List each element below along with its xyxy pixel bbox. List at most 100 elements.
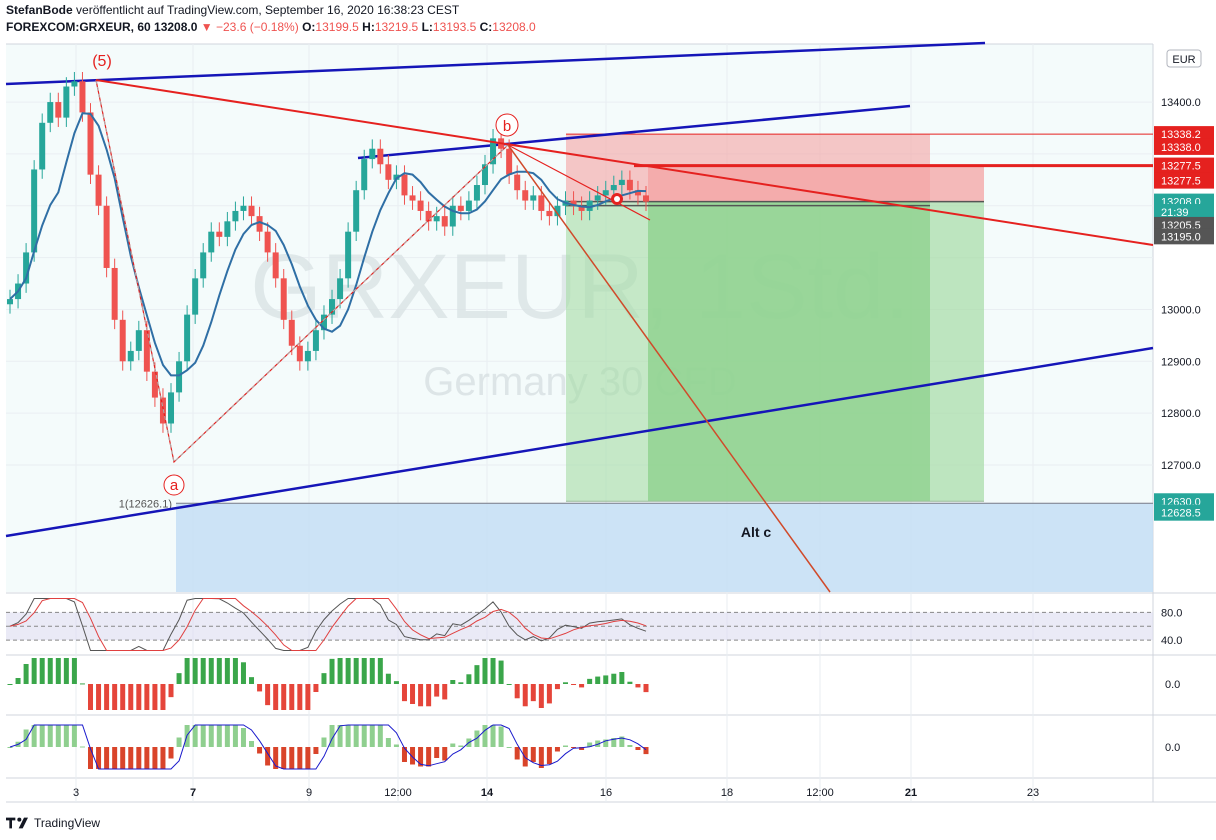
- candle-body: [634, 190, 641, 196]
- candle-body: [312, 330, 319, 351]
- histogram-bar: [208, 725, 214, 747]
- macd-bar: [232, 658, 238, 684]
- candle-body: [425, 210, 432, 222]
- candle-body: [47, 102, 54, 123]
- alarm-clock-face: [614, 196, 620, 202]
- histogram-bar: [530, 747, 536, 762]
- chart-canvas[interactable]: GRXEUR, 1Std.Germany 30 CFD1(12626.1)(5)…: [0, 0, 1216, 812]
- macd-bar: [176, 673, 182, 684]
- macd-bar: [603, 675, 609, 684]
- histogram-bar: [498, 726, 504, 747]
- candle-body: [216, 231, 223, 237]
- close-label: C:: [479, 20, 493, 34]
- macd-bar: [353, 658, 359, 684]
- candle-body: [473, 185, 480, 201]
- candle-body: [490, 138, 497, 165]
- macd-bar: [71, 658, 77, 684]
- candles-group: [7, 71, 649, 433]
- candle-body: [578, 205, 585, 211]
- ohlc-line: FOREXCOM:GRXEUR, 60 13208.0 ▼ −23.6 (−0.…: [6, 19, 1206, 36]
- last-price: 13208.0: [154, 20, 198, 34]
- macd-bar: [112, 684, 118, 710]
- histogram-bar: [603, 739, 609, 747]
- histogram-bar: [619, 736, 625, 747]
- macd-bar: [104, 684, 110, 710]
- chart-header: StefanBode veröffentlicht auf TradingVie…: [6, 2, 1206, 36]
- inner-channel-line: [357, 104, 911, 160]
- tradingview-logo-icon[interactable]: [6, 816, 30, 830]
- candle-body: [151, 371, 158, 398]
- price-marker-bg: [1154, 157, 1214, 174]
- macd-bar: [265, 684, 271, 706]
- candle-body: [200, 252, 207, 279]
- histogram-bar: [192, 725, 198, 747]
- histogram-bar: [482, 725, 488, 747]
- histogram-bar: [595, 740, 601, 747]
- moving-average-line: [9, 112, 647, 377]
- macd-bar: [538, 684, 544, 708]
- candle-body: [264, 231, 271, 253]
- wave-label-a: a: [170, 477, 179, 494]
- candle-body: [522, 190, 529, 201]
- time-tick-label: 21: [905, 787, 917, 799]
- histogram-bar: [579, 747, 585, 750]
- macd-bar: [96, 684, 102, 710]
- macd-bar: [31, 658, 37, 684]
- candle-body: [7, 299, 13, 305]
- candle-body: [103, 205, 110, 268]
- candle-body: [530, 195, 537, 201]
- candle-body: [31, 169, 38, 253]
- candle-body: [481, 164, 488, 186]
- macd-bar: [385, 673, 391, 684]
- candle-body: [63, 86, 70, 118]
- histogram-bar: [385, 738, 391, 747]
- candle-body: [417, 200, 424, 211]
- currency-label: EUR: [1172, 54, 1195, 66]
- price-marker-bg: [1154, 138, 1214, 155]
- price-marker-label: 13195.0: [1161, 231, 1201, 243]
- symbol-label[interactable]: FOREXCOM:GRXEUR, 60: [6, 20, 151, 34]
- macd-bar: [23, 664, 29, 684]
- macd-bar: [313, 684, 319, 692]
- candle-body: [385, 164, 392, 180]
- histogram-bar: [224, 725, 230, 747]
- price-marker-label: 13338.0: [1161, 142, 1201, 154]
- histogram-bar: [377, 725, 383, 747]
- down-arrow-icon: ▼: [200, 20, 213, 34]
- histogram-bar: [410, 747, 416, 765]
- macd-zero-label: 0.0: [1165, 679, 1180, 691]
- macd-bar: [401, 684, 407, 702]
- candle-body: [119, 319, 126, 362]
- histogram-bar: [112, 747, 118, 769]
- price-marker-bg: [1154, 126, 1214, 143]
- macd-bar: [434, 684, 440, 697]
- stop-zone-inner: [648, 165, 984, 202]
- author-name[interactable]: StefanBode: [6, 3, 73, 17]
- histogram-bar: [71, 725, 77, 747]
- wave-guide-dashed: [95, 79, 509, 463]
- macd-bar: [410, 684, 416, 704]
- macd-bar: [192, 658, 198, 684]
- high-label: H:: [362, 20, 375, 34]
- footer-brand[interactable]: TradingView: [34, 816, 101, 830]
- histogram-bar: [514, 747, 520, 760]
- macd-bar: [587, 678, 593, 684]
- macd-bar: [369, 658, 375, 684]
- macd-bar: [184, 658, 190, 684]
- histogram-bar: [23, 729, 29, 747]
- histogram-bar: [546, 747, 552, 764]
- candle-body: [610, 185, 617, 191]
- wave-path: [95, 79, 651, 464]
- time-tick-label: 12:00: [806, 787, 834, 799]
- fib-label: 1(12626.1): [119, 498, 172, 510]
- macd-bar: [249, 677, 255, 684]
- macd-bar: [635, 684, 641, 688]
- histogram-bar: [474, 730, 480, 747]
- macd-bar: [88, 684, 94, 710]
- macd-bar: [643, 684, 649, 693]
- histogram-bar: [434, 747, 440, 758]
- histogram-bar: [249, 741, 255, 747]
- histogram-bar: [450, 743, 456, 747]
- histogram-zero-label: 0.0: [1165, 742, 1180, 754]
- time-tick-label: 3: [73, 787, 79, 799]
